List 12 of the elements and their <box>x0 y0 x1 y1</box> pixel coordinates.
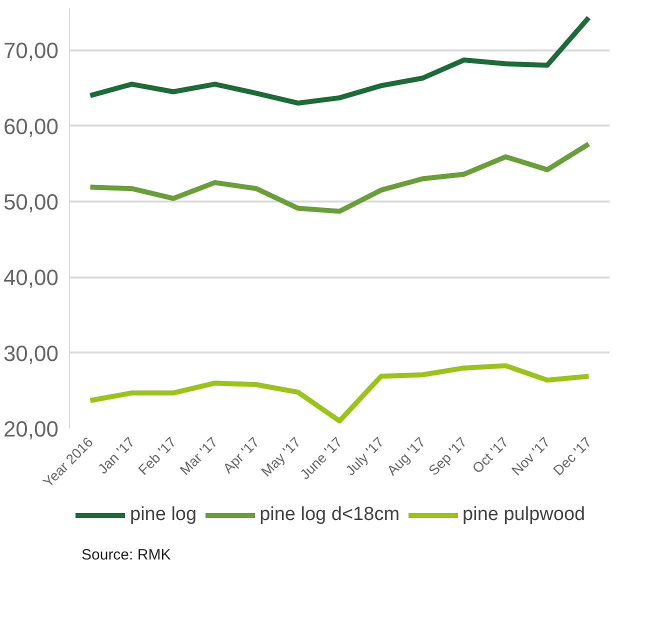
x-tick-label: Apr '17 <box>220 434 262 476</box>
legend-label: pine pulpwood <box>462 504 586 526</box>
y-tick-label: 20,00 <box>3 416 59 442</box>
x-tick-label: Mar '17 <box>176 434 221 478</box>
legend-label: pine log d<18cm <box>260 504 400 526</box>
y-tick-label: 70,00 <box>3 38 59 64</box>
legend-label: pine log <box>130 504 197 526</box>
y-tick-label: 30,00 <box>3 340 59 366</box>
y-tick-label: 50,00 <box>3 189 59 214</box>
y-tick-label: 40,00 <box>3 265 59 290</box>
source-note: Source: RMK <box>82 546 171 564</box>
y-tick-label: 60,00 <box>3 114 59 139</box>
